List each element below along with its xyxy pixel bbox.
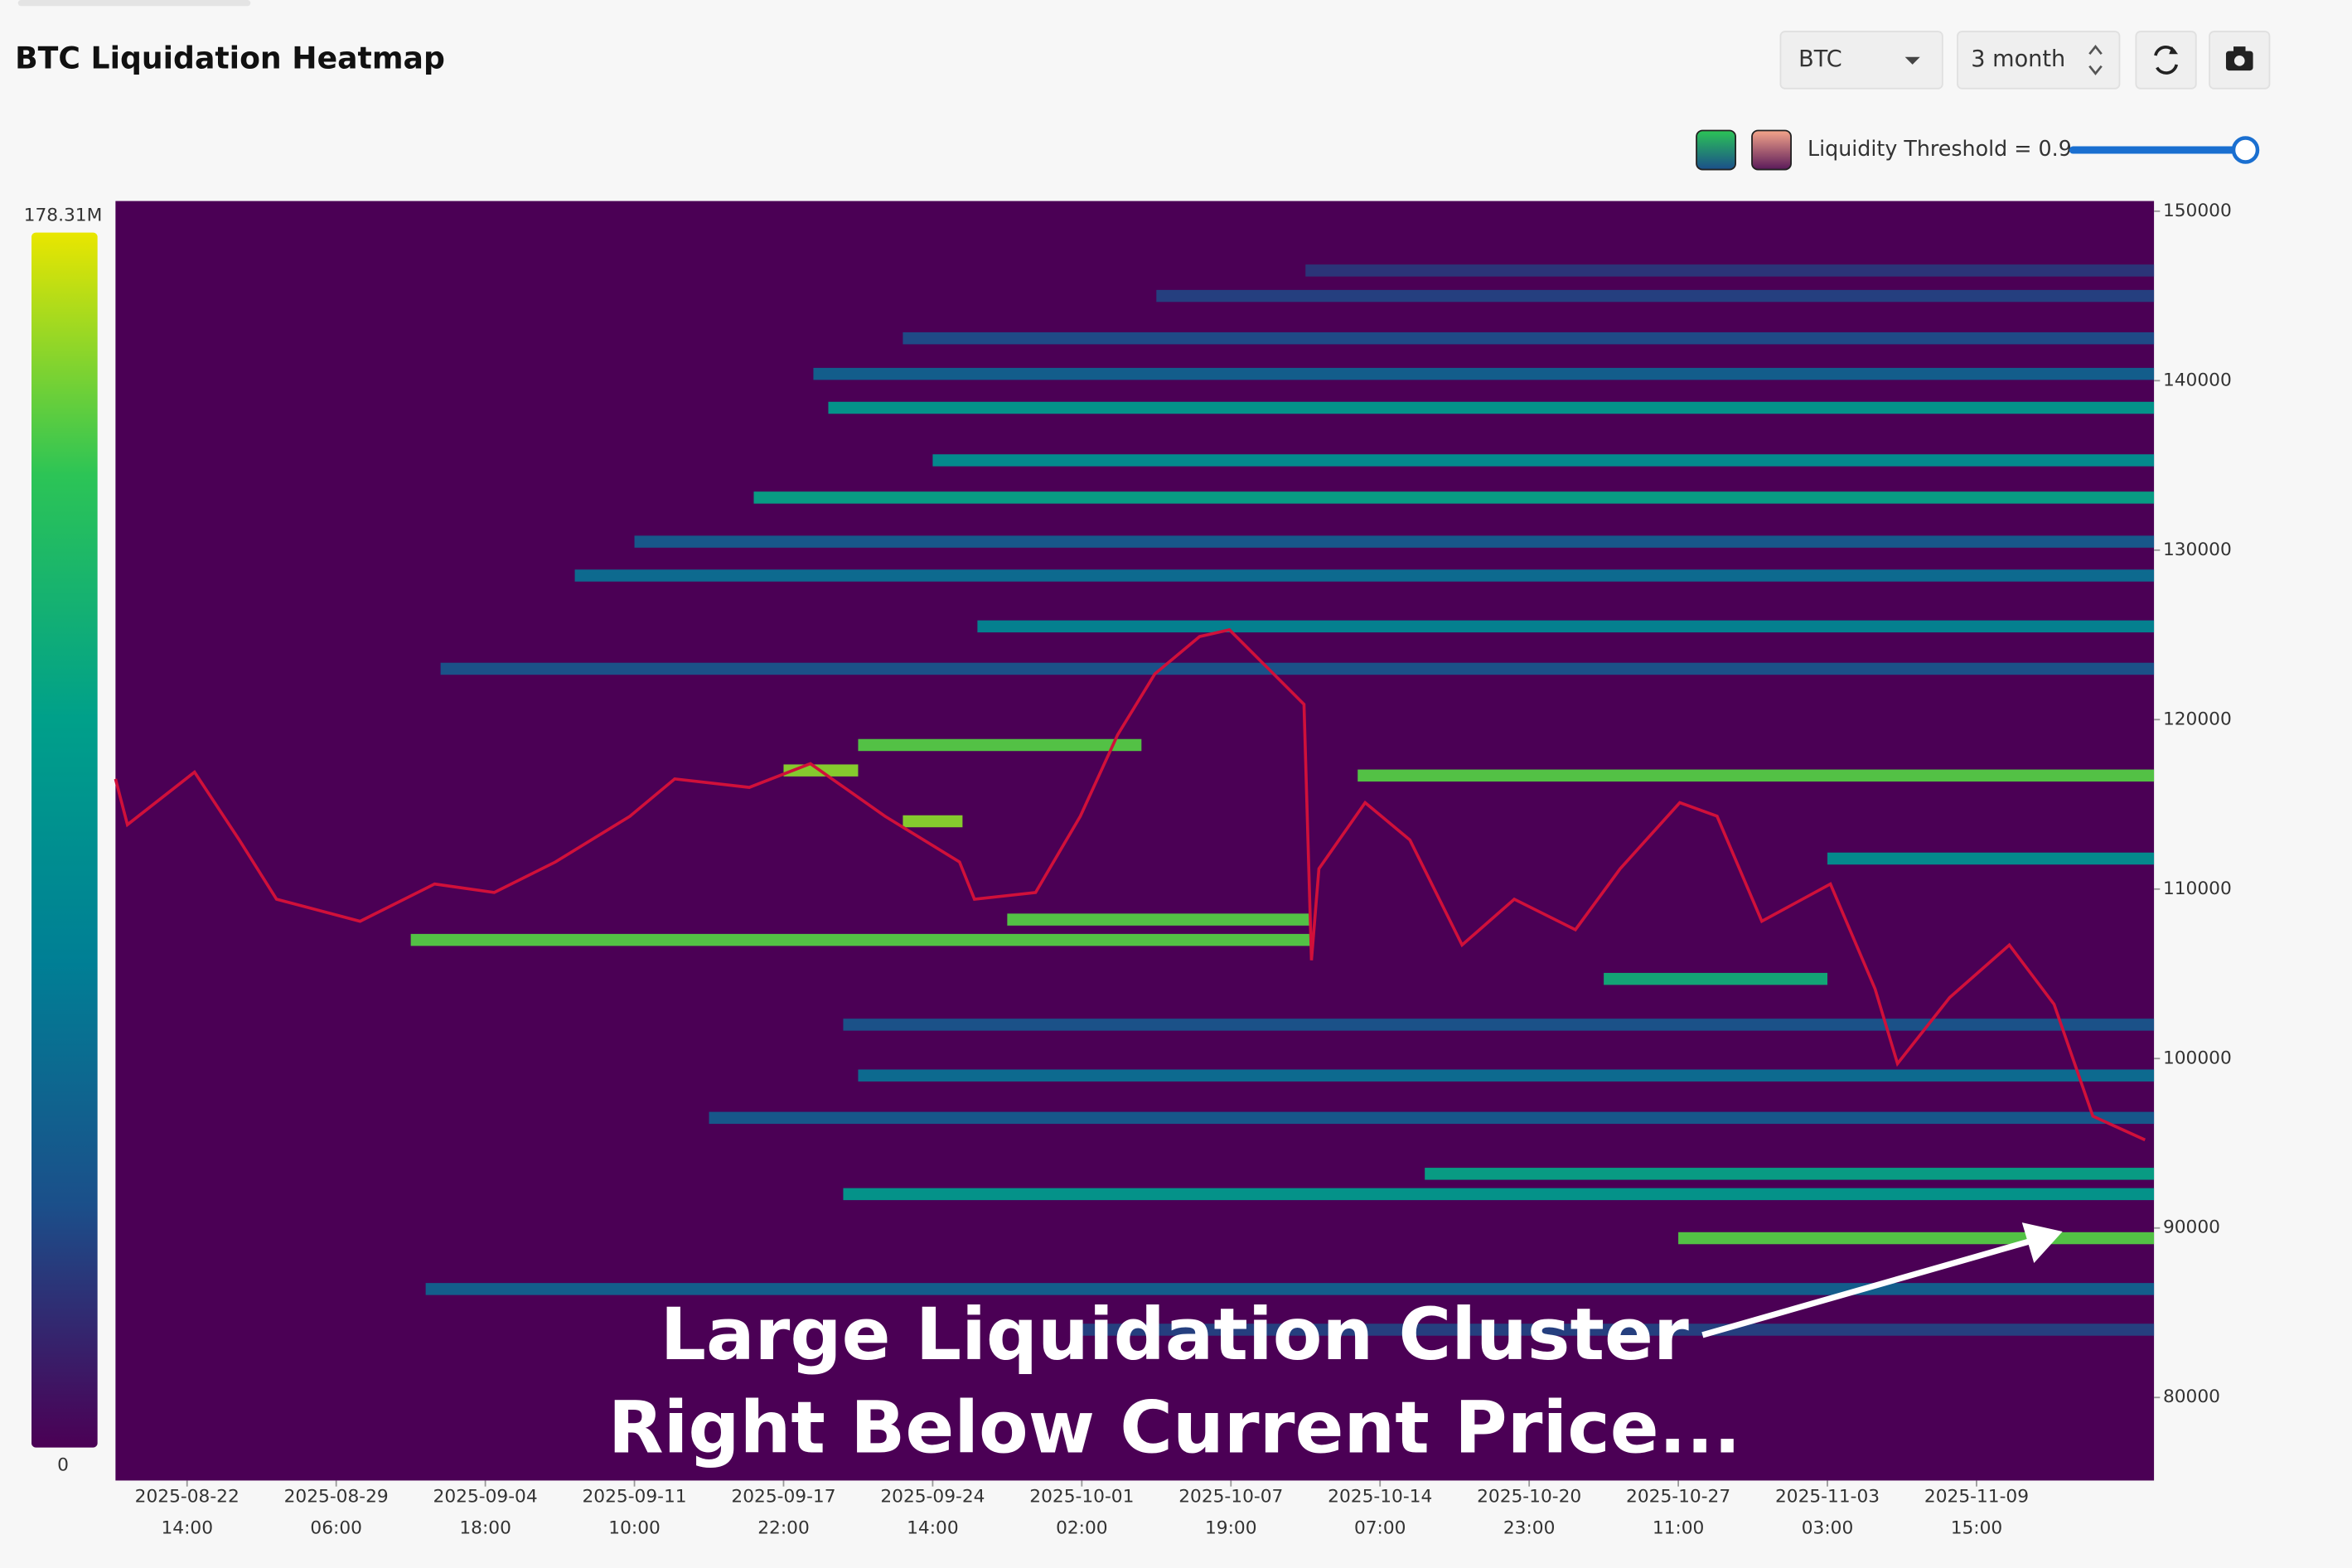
liquidation-band xyxy=(1425,1168,2155,1180)
x-tick-time: 19:00 xyxy=(1205,1517,1257,1538)
liquidation-band xyxy=(858,738,1142,752)
chart-title: BTC Liquidation Heatmap xyxy=(15,40,445,75)
x-tick-label: 2025-09-17 xyxy=(731,1486,835,1507)
plot-background xyxy=(115,201,2155,1481)
x-tick-time: 14:00 xyxy=(907,1517,959,1538)
x-tick-label: 2025-11-09 xyxy=(1924,1486,2029,1507)
x-tick-label: 2025-10-07 xyxy=(1178,1486,1283,1507)
x-tick-time: 02:00 xyxy=(1056,1517,1108,1538)
liquidation-band xyxy=(903,815,963,828)
liquidation-band xyxy=(1678,1232,2155,1245)
x-tick-label: 2025-10-14 xyxy=(1328,1486,1432,1507)
x-tick-time: 03:00 xyxy=(1802,1517,1854,1538)
liquidation-band xyxy=(813,367,2155,380)
x-tick-time: 22:00 xyxy=(757,1517,810,1538)
liquidation-band xyxy=(858,1069,2155,1082)
y-tick-label: 150000 xyxy=(2163,201,2232,221)
y-tick-label: 80000 xyxy=(2163,1387,2220,1407)
liquidation-band xyxy=(1357,769,2155,782)
annotation-arrowhead xyxy=(2021,1222,2063,1264)
colorscheme-swatch[interactable] xyxy=(1696,129,1737,171)
x-tick-label: 2025-09-24 xyxy=(880,1486,985,1507)
x-tick-time: 10:00 xyxy=(608,1517,661,1538)
liquidation-band xyxy=(828,401,2155,414)
liquidation-band xyxy=(753,491,2155,504)
x-tick-time: 14:00 xyxy=(161,1517,213,1538)
spinner-arrows xyxy=(2088,44,2103,75)
liquidation-band xyxy=(574,569,2155,582)
colorbar xyxy=(31,232,98,1448)
liquidation-band xyxy=(410,933,1312,946)
x-tick-label: 2025-09-11 xyxy=(582,1486,686,1507)
refresh-button[interactable] xyxy=(2135,31,2197,90)
annotation-text: Large Liquidation Cluster xyxy=(661,1293,1689,1377)
liquidation-band xyxy=(977,620,2155,633)
liquidation-band xyxy=(709,1111,2155,1125)
y-tick-label: 120000 xyxy=(2163,709,2232,729)
y-tick-label: 110000 xyxy=(2163,878,2232,899)
colorbar-label: 178.31M xyxy=(24,206,103,226)
tab-edge xyxy=(17,0,251,7)
x-tick-time: 06:00 xyxy=(310,1517,362,1538)
x-tick-time: 11:00 xyxy=(1653,1517,1705,1538)
range-value: 3 month xyxy=(1971,46,2065,72)
y-tick-label: 90000 xyxy=(2163,1217,2220,1238)
liquidation-band xyxy=(1156,289,2155,302)
dropdown-caret xyxy=(1904,56,1920,65)
liquidation-band xyxy=(843,1188,2155,1201)
liquidation-band xyxy=(1827,852,2155,865)
x-tick-label: 2025-08-22 xyxy=(135,1486,240,1507)
refresh-icon-head xyxy=(2169,46,2179,55)
camera-icon-top xyxy=(2233,46,2246,53)
liquidation-band xyxy=(440,662,2155,675)
annotation-text: Right Below Current Price... xyxy=(608,1386,1741,1469)
y-tick-label: 140000 xyxy=(2163,370,2232,390)
price-line xyxy=(114,627,2146,1142)
slider-knob[interactable] xyxy=(2231,136,2260,164)
x-tick-label: 2025-11-03 xyxy=(1775,1486,1880,1507)
symbol-select[interactable] xyxy=(1779,31,1943,90)
x-tick-label: 2025-10-20 xyxy=(1477,1486,1581,1507)
threshold-label: Liquidity Threshold = 0.9 xyxy=(1808,136,2072,161)
colorbar-label: 0 xyxy=(57,1454,69,1475)
range-select[interactable] xyxy=(1957,31,2121,90)
liquidation-band xyxy=(1604,972,1828,985)
annotation-arrow xyxy=(1701,1237,2034,1338)
y-tick-label: 100000 xyxy=(2163,1048,2232,1068)
symbol-value: BTC xyxy=(1798,46,1842,72)
x-tick-time: 18:00 xyxy=(459,1517,511,1538)
liquidation-band xyxy=(903,332,2155,345)
liquidation-band xyxy=(634,535,2155,548)
y-tick-label: 130000 xyxy=(2163,540,2232,560)
x-tick-time: 07:00 xyxy=(1354,1517,1406,1538)
liquidation-band xyxy=(425,1283,2155,1295)
x-tick-time: 23:00 xyxy=(1503,1517,1556,1538)
liquidation-band xyxy=(1082,1324,2155,1336)
liquidation-band xyxy=(843,1019,2155,1031)
x-tick-label: 2025-09-04 xyxy=(433,1486,538,1507)
liquidation-band xyxy=(932,454,2155,467)
x-tick-label: 2025-08-29 xyxy=(284,1486,389,1507)
camera-lens xyxy=(2233,55,2245,66)
x-tick-label: 2025-10-27 xyxy=(1626,1486,1730,1507)
x-tick-time: 15:00 xyxy=(1951,1517,2003,1538)
x-tick-label: 2025-10-01 xyxy=(1029,1486,1134,1507)
liquidation-band xyxy=(1007,913,1312,926)
colorscheme-swatch[interactable] xyxy=(1751,129,1792,171)
liquidation-band xyxy=(1305,264,2155,277)
